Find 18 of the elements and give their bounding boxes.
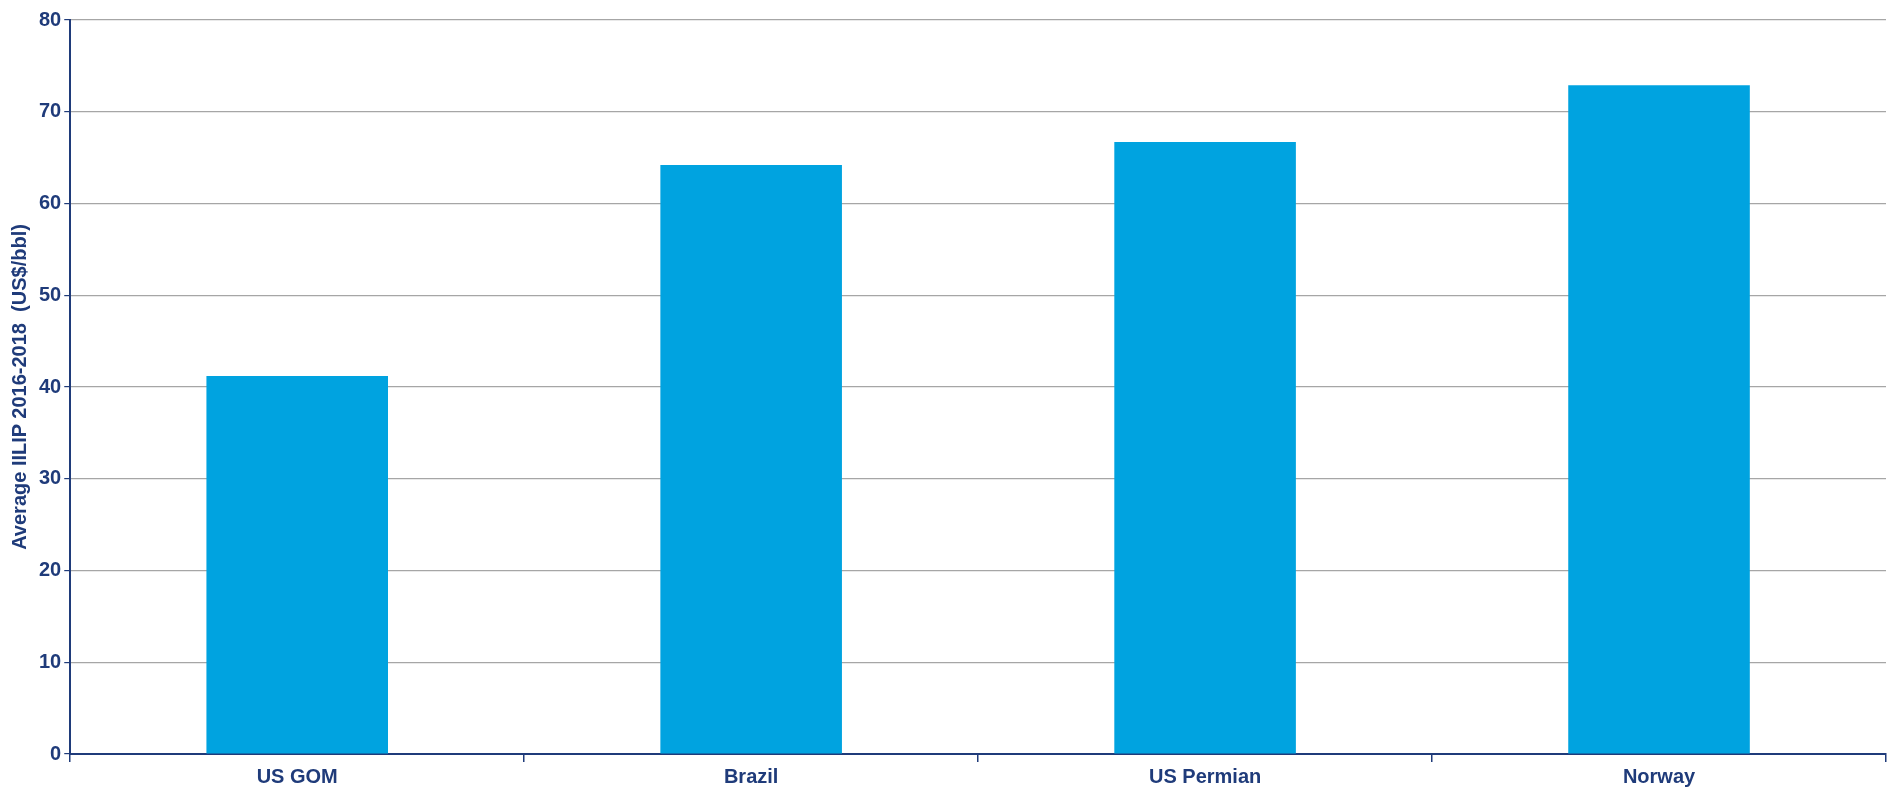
y-axis-title: Average IILIP 2016-2018 (US$/bbl): [7, 224, 30, 550]
bar: [1568, 85, 1750, 754]
y-tick-label: 40: [39, 374, 62, 397]
x-tick-label: Norway: [1622, 764, 1697, 787]
bar: [206, 375, 388, 754]
y-tick-label: 30: [39, 466, 62, 489]
y-tick-label: 10: [39, 649, 62, 672]
bar: [660, 164, 842, 754]
y-tick-label: 60: [39, 191, 62, 214]
y-tick-label: 80: [39, 7, 62, 30]
x-tick-label: Brazil: [723, 764, 779, 787]
x-tick-label: US Permian: [1148, 764, 1262, 787]
y-tick-label: 0: [50, 741, 62, 764]
y-tick-label: 20: [39, 558, 62, 581]
y-tick-label: 70: [39, 99, 62, 122]
bar: [1114, 142, 1296, 754]
x-tick-label: US GOM: [256, 764, 338, 787]
y-tick-label: 50: [39, 282, 62, 305]
